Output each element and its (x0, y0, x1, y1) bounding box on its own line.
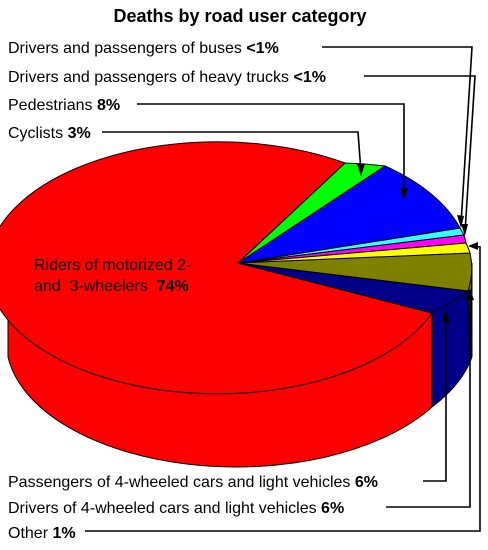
arrowhead-drivers (466, 288, 474, 300)
leader-lines (85, 46, 481, 532)
label-riders-line1: Riders of motorized 2- (34, 257, 191, 274)
label-trucks: Drivers and passengers of heavy trucks <… (8, 69, 326, 86)
label-drivers: Drivers of 4-wheeled cars and light vehi… (8, 500, 344, 517)
label-cyclists: Cyclists 3% (8, 125, 91, 142)
arrowhead-trucks (461, 224, 468, 236)
label-riders-line2: and 3-wheelers 74% (34, 278, 189, 295)
label-other: Other 1% (8, 525, 76, 542)
pie-body (0, 141, 473, 468)
arrowhead-passengers (442, 310, 450, 322)
leader-pedestrians (137, 103, 405, 196)
leader-trucks (364, 75, 476, 233)
arrowhead-other (468, 242, 478, 250)
pie-slice-other (237, 242, 471, 264)
chart-title: Deaths by road user category (113, 6, 366, 26)
label-passengers: Passengers of 4-wheeled cars and light v… (8, 474, 378, 491)
leader-arrowheads (357, 164, 478, 322)
leader-drivers (386, 292, 471, 508)
leader-cyclists (102, 131, 362, 173)
label-buses: Drivers and passengers of buses <1% (8, 40, 279, 57)
arrowhead-buses (457, 215, 464, 228)
leader-buses (322, 46, 473, 225)
arrowhead-pedestrians (400, 188, 408, 200)
leader-passengers (423, 314, 447, 482)
arrowhead-cyclists (357, 164, 365, 176)
pie-slice-riders (0, 141, 433, 395)
label-pedestrians: Pedestrians 8% (8, 97, 120, 114)
